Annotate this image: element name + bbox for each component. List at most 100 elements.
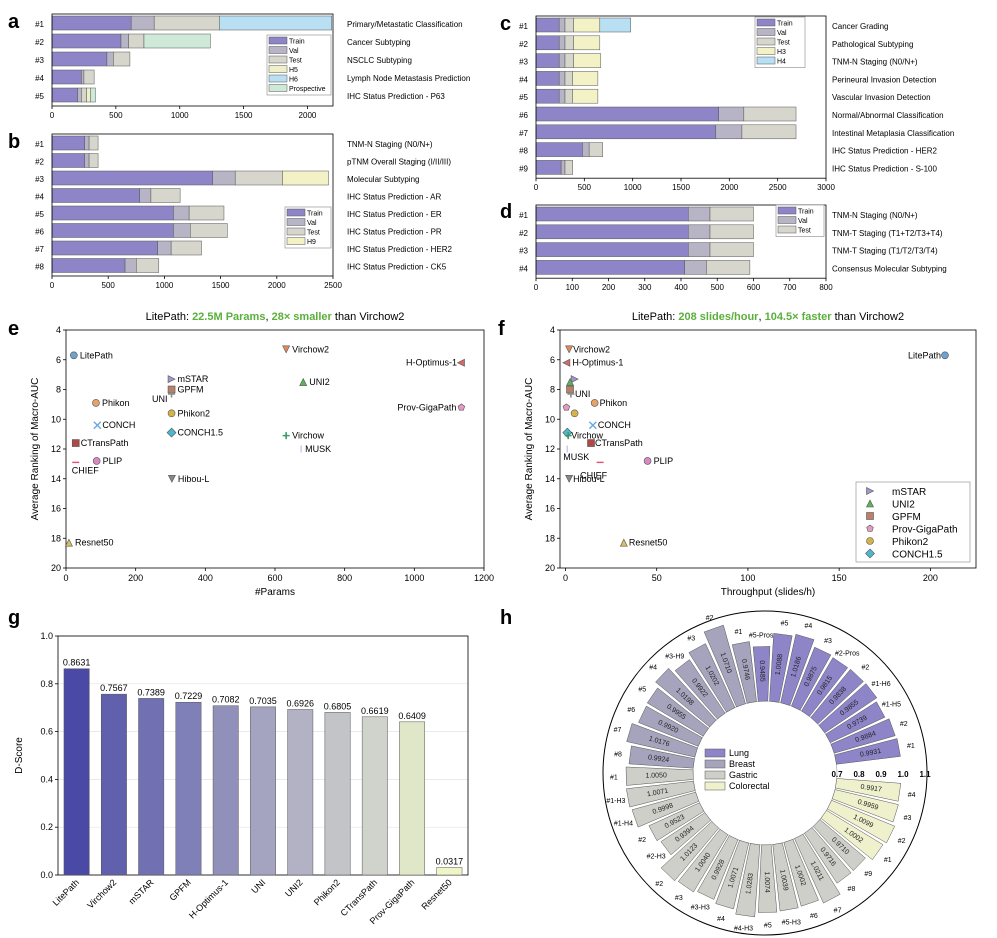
polar-bar-label: #5: [764, 923, 772, 930]
bar-phikon2: [324, 712, 351, 876]
x-tick-label: 50: [652, 573, 662, 583]
polar-bar: [628, 745, 695, 769]
panel-letter: b: [8, 131, 20, 153]
legend-swatch: [756, 37, 776, 46]
polar-value-label: 1.0039: [778, 869, 789, 891]
stacked-bar-segment: [120, 33, 129, 49]
legend-swatch: [756, 47, 776, 55]
point-label: CHIEF: [580, 470, 608, 480]
title-part: 28× smaller: [272, 311, 333, 323]
legend-label: Lung: [729, 748, 749, 758]
y-tick-label: 16: [51, 504, 61, 514]
stacked-bar-segment: [51, 51, 108, 67]
legend-label: Gastric: [729, 770, 758, 780]
stacked-bar-segment: [564, 88, 573, 104]
polar-bar-label: #2: [638, 837, 646, 844]
plot-frame: [51, 133, 334, 277]
stacked-bar-segment: [173, 205, 190, 221]
polar-bar-label: #4: [805, 623, 813, 630]
stacked-bar-segment: [84, 153, 90, 168]
plot-frame: [51, 13, 334, 107]
data-label: 0.0317: [436, 856, 464, 866]
point-label: CTransPath: [595, 438, 643, 448]
task-label: Vascular Invasion Detection: [832, 93, 931, 102]
legend-label: H5: [289, 67, 298, 74]
panel-letter: g: [8, 607, 20, 629]
polar-bar-label: #3: [687, 635, 695, 642]
stacked-bar-segment: [282, 170, 329, 186]
stacked-bar-segment: [558, 35, 566, 51]
point-label: Virchow2: [573, 344, 610, 354]
legend-label: Test: [777, 40, 790, 47]
panel-letter: e: [8, 318, 19, 340]
panel-letter: h: [500, 607, 512, 629]
point-label: Virchow: [292, 431, 324, 441]
legend: Train Val Test H9: [284, 206, 332, 249]
point-hibou-l: [565, 474, 574, 483]
point-litepath: [941, 351, 949, 360]
polar-bar-label: #1: [907, 743, 915, 750]
legend-label: GPFM: [892, 512, 921, 523]
polar-bar: [769, 633, 793, 703]
polar-bar: [810, 668, 864, 725]
stacked-bar-segment: [688, 206, 711, 222]
polar-bar-label: #2: [900, 721, 908, 728]
x-axis-label: #Params: [255, 587, 295, 598]
polar-bar: [660, 812, 712, 856]
stacked-bar-segment: [688, 242, 711, 257]
task-label: TNM-N Staging (N0/N+): [832, 58, 918, 67]
task-id: #3: [519, 58, 528, 67]
x-tick-label: 400: [674, 283, 688, 292]
point-uni: [567, 390, 575, 398]
polar-bar-label: #7: [834, 908, 842, 915]
polar-bar: [697, 835, 739, 900]
polar-bar-label: #7: [614, 727, 622, 734]
polar-bar: [715, 840, 750, 910]
task-id: #4: [519, 75, 528, 84]
x-tick-label: 200: [602, 283, 616, 292]
task-id: #1: [519, 211, 528, 220]
x-tick-label: 700: [783, 283, 797, 292]
polar-bar: [735, 843, 761, 918]
task-id: #3: [35, 175, 44, 184]
stacked-bar-segment: [113, 51, 131, 67]
legend-swatch: [756, 28, 776, 36]
task-label: IHC Status Prediction - P63: [347, 92, 445, 101]
x-tick-label: 800: [337, 573, 352, 583]
task-id: #5: [519, 93, 528, 102]
stacked-bar-segment: [83, 69, 95, 85]
point-uni: [168, 390, 176, 398]
x-tick-label: Phikon2: [312, 877, 342, 907]
point-conch1.5: [166, 427, 177, 438]
polar-bar-label: #4: [908, 792, 916, 799]
stacked-bar-segment: [599, 17, 631, 33]
stacked-bar-segment: [106, 51, 114, 67]
task-id: #2: [519, 229, 528, 238]
task-label: IHC Status Prediction - PR: [347, 228, 442, 237]
task-label: IHC Status Prediction - AR: [347, 193, 441, 202]
stacked-bar-segment: [51, 188, 140, 203]
x-tick-label: 500: [711, 283, 725, 292]
task-id: #4: [35, 74, 44, 83]
polar-bar-label: #1: [610, 774, 618, 781]
legend-swatch: [268, 84, 288, 92]
bar-ctranspath: [361, 716, 388, 876]
point-virchow: [564, 432, 572, 440]
polar-bar: [655, 667, 717, 728]
panel-letter: d: [500, 201, 512, 223]
title-part: 104.5× faster: [765, 311, 833, 323]
polar-bar: [752, 646, 771, 702]
task-label: TNM-N Staging (N0/N+): [832, 211, 918, 220]
title-part: 22.5M Params: [192, 311, 265, 323]
point-plip: [92, 457, 101, 465]
polar-value-label: 1.0050: [645, 772, 667, 779]
task-id: #6: [35, 228, 44, 237]
data-label: 0.7389: [137, 687, 165, 697]
polar-bar: [835, 778, 902, 802]
point-uni2: [299, 377, 308, 386]
point-uni2: [566, 377, 575, 386]
point-label: Hibou-L: [573, 474, 605, 484]
task-id: #4: [519, 264, 528, 273]
stacked-bar-segment: [688, 224, 711, 240]
